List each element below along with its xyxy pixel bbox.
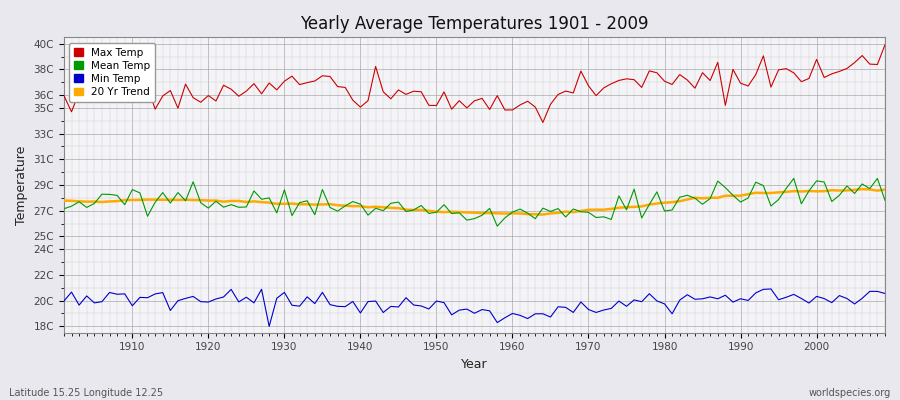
Y-axis label: Temperature: Temperature bbox=[15, 145, 28, 225]
X-axis label: Year: Year bbox=[461, 358, 488, 371]
Legend: Max Temp, Mean Temp, Min Temp, 20 Yr Trend: Max Temp, Mean Temp, Min Temp, 20 Yr Tre… bbox=[69, 42, 156, 102]
Text: Latitude 15.25 Longitude 12.25: Latitude 15.25 Longitude 12.25 bbox=[9, 388, 163, 398]
Text: worldspecies.org: worldspecies.org bbox=[809, 388, 891, 398]
Title: Yearly Average Temperatures 1901 - 2009: Yearly Average Temperatures 1901 - 2009 bbox=[301, 15, 649, 33]
